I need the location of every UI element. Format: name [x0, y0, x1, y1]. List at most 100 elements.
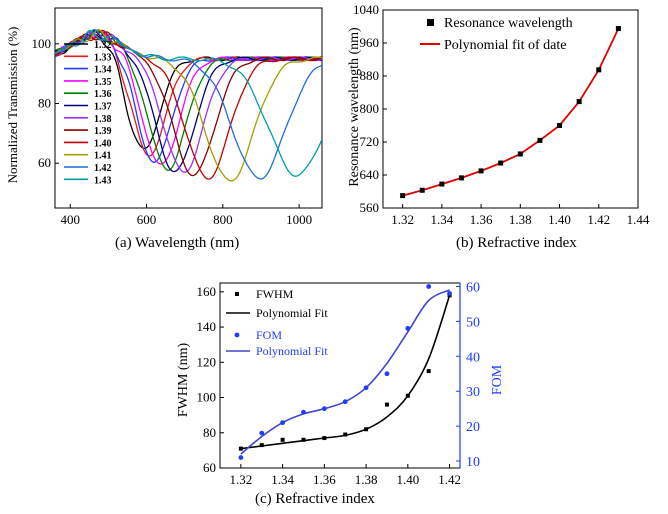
- panel-c-fwhm-point: [301, 437, 306, 442]
- panel-b-y-tick-label: 880: [360, 68, 380, 83]
- panel-c-x-tick-label: 1.36: [313, 472, 336, 487]
- panel-c-y-tick-label: 100: [197, 390, 217, 405]
- panel-a-x-tick-label: 400: [61, 212, 81, 227]
- panel-c-y-tick-label: 120: [197, 354, 217, 369]
- panel-c-legend-fwhm-fit: Polynomial Fit: [256, 306, 328, 320]
- panel-c-legend-fwhm-marker: [235, 292, 239, 296]
- panel-c-fom-point: [238, 455, 244, 460]
- panel-b-x-tick-label: 1.44: [627, 212, 650, 227]
- panel-a-legend-label: 1.32: [94, 40, 112, 51]
- panel-c-y2-tick-label: 50: [466, 315, 480, 330]
- panel-c-fwhm-point: [238, 446, 243, 451]
- panel-a-y-tick-label: 100: [32, 36, 52, 51]
- panel-b-data-point: [557, 123, 563, 128]
- panel-b-resonance-chart: 1.32 1.34 1.36 1.38 1.40 1.42 1.44 560 640 720 800…: [353, 2, 650, 227]
- panel-a-series-line-1.39: [55, 31, 322, 177]
- panel-a-series-line-1.37: [55, 30, 322, 173]
- panel-b-x-tick-label: 1.42: [587, 212, 610, 227]
- panel-c-legend-fom: FOM: [256, 328, 282, 342]
- panel-c-fom-point: [301, 409, 306, 415]
- panel-c-fwhm-fom-chart: 1.32 1.34 1.36 1.38 1.40 1.42 60 80 100 120 140 160…: [197, 280, 481, 487]
- panel-c-x-tick-label: 1.42: [438, 472, 461, 487]
- panel-a-series-line-1.41: [55, 29, 322, 182]
- panel-b-fit-line: [402, 28, 620, 197]
- panel-b-data-point: [576, 99, 582, 105]
- panel-c-y2-tick-label: 10: [466, 455, 480, 470]
- panel-a-series-line-1.43: [55, 29, 322, 177]
- panel-a-legend-label: 1.33: [94, 52, 112, 63]
- panel-b-data-point: [498, 160, 504, 166]
- panel-a-x-tick-label: 1000: [286, 212, 312, 227]
- panel-a-legend-label: 1.38: [94, 114, 112, 125]
- panel-c-fwhm-point: [405, 393, 410, 398]
- panel-c-fom-point: [447, 291, 452, 296]
- panel-c-legend-fom-fit: Polynomial Fit: [256, 344, 328, 358]
- panel-c-fwhm-point: [322, 436, 327, 441]
- panel-c-legend-fwhm: FWHM: [256, 287, 294, 301]
- panel-a-legend-label: 1.42: [94, 163, 112, 174]
- panel-a-legend-label: 1.43: [94, 175, 112, 186]
- panel-b-y-tick-label: 960: [360, 35, 380, 50]
- panel-c-fom-point: [342, 399, 348, 405]
- panel-a-caption: (a) Wavelength (nm): [115, 235, 239, 251]
- panel-c-y2-tick-label: 40: [466, 350, 480, 365]
- panel-c-fom-point: [280, 420, 286, 426]
- panel-c-x-tick-label: 1.34: [271, 472, 294, 487]
- panel-b-data-point: [537, 137, 543, 143]
- panel-a-legend-label: 1.39: [94, 126, 112, 137]
- panel-c-fom-point: [426, 284, 432, 289]
- panel-c-fom-point: [405, 325, 411, 331]
- panel-a-y-label: Normalized Transmission (%): [5, 27, 20, 184]
- panel-b-data-point: [419, 187, 425, 193]
- panel-c-y2-tick-label: 60: [466, 280, 480, 295]
- panel-c-fwhm-point: [384, 402, 389, 407]
- panel-b-y-tick-label: 560: [360, 200, 380, 215]
- panel-c-fwhm-point: [343, 432, 348, 437]
- panel-a-series-line-1.42: [55, 29, 322, 180]
- panel-b-data-point: [478, 168, 484, 174]
- panel-b-data-point: [400, 193, 406, 199]
- panel-a-y-tick-label: 60: [38, 155, 51, 170]
- panel-c-legend-fom-marker: [234, 332, 240, 338]
- panel-a-series-line-1.40: [55, 29, 322, 180]
- panel-a-legend-label: 1.34: [94, 65, 112, 76]
- panel-c-y-tick-label: 60: [203, 460, 216, 475]
- panel-b-data-point: [458, 175, 464, 181]
- panel-c-fom-point: [363, 385, 369, 391]
- panel-b-data-point: [439, 181, 445, 187]
- panel-c-y-tick-label: 160: [197, 284, 217, 299]
- panel-c-y-tick-label: 140: [197, 319, 217, 334]
- panel-b-data-point: [517, 151, 523, 157]
- panel-c-fom-point: [321, 406, 327, 412]
- panel-b-x-tick-label: 1.36: [470, 212, 493, 227]
- panel-a-legend-label: 1.36: [94, 89, 112, 100]
- panel-c-fwhm-point: [259, 443, 264, 448]
- panel-b-x-tick-label: 1.38: [509, 212, 532, 227]
- panel-b-x-tick-label: 1.34: [430, 212, 453, 227]
- panel-b-legend-marker: [427, 19, 434, 26]
- panel-b-data-point: [596, 67, 602, 73]
- panel-c-x-tick-label: 1.40: [396, 472, 419, 487]
- panel-b-x-tick-label: 1.32: [391, 212, 414, 227]
- panel-c-fwhm-point: [280, 437, 285, 442]
- panel-a-series-group: [55, 29, 322, 182]
- panel-a-legend-label: 1.35: [94, 77, 112, 88]
- panel-a-y-tick-label: 80: [38, 96, 51, 111]
- panel-a-frame: [54, 7, 323, 209]
- panel-c-y2-label: FOM: [490, 364, 505, 395]
- panel-c-caption: (c) Refractive index: [255, 491, 375, 507]
- panel-a-legend-label: 1.41: [94, 151, 112, 162]
- panel-b-y-tick-label: 720: [360, 134, 380, 149]
- panel-a-legend-label: 1.40: [94, 138, 112, 149]
- panel-c-x-tick-label: 1.38: [355, 472, 378, 487]
- panel-c-y-tick-label: 80: [203, 425, 216, 440]
- panel-b-y-label: Resonance wavelength (nm): [347, 27, 362, 187]
- panel-a-x-tick-label: 800: [213, 212, 233, 227]
- panel-b-legend-fit: Polynomial fit of date: [444, 38, 566, 53]
- panel-b-x-tick-label: 1.40: [548, 212, 571, 227]
- panel-a-x-tick-label: 600: [137, 212, 157, 227]
- panel-b-y-tick-label: 800: [360, 101, 380, 116]
- panel-c-fom-point: [259, 430, 265, 436]
- panel-a-legend-label: 1.37: [94, 102, 112, 113]
